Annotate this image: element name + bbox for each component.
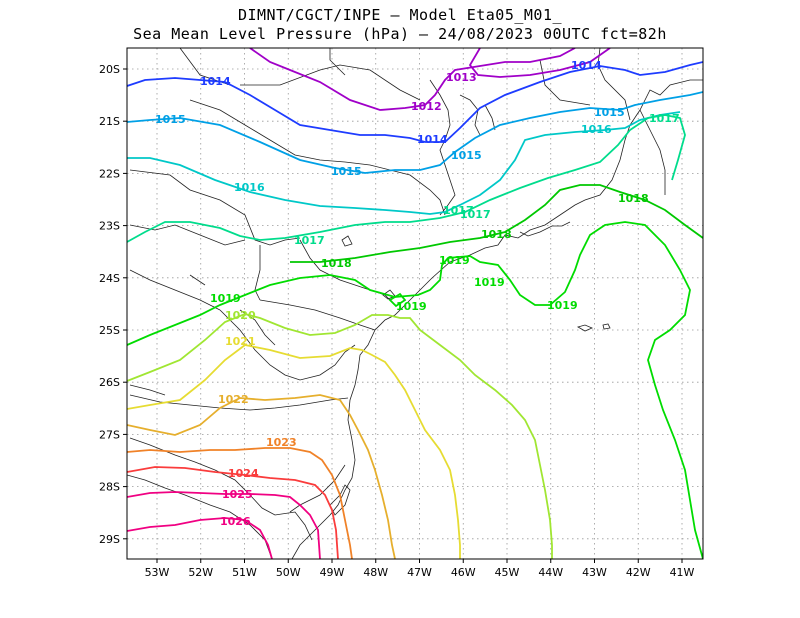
lat-tick-label: 26S: [99, 376, 120, 389]
label-1025: 1025: [222, 488, 253, 501]
label-1015: 1015: [331, 165, 362, 178]
isobar-1013: [468, 48, 611, 78]
lon-tick-label: 49W: [320, 566, 345, 579]
lat-tick-label: 29S: [99, 533, 120, 546]
isobar-1021: [127, 344, 461, 559]
isobar-1012: [249, 48, 576, 111]
axes: 20S 21S 22S 23S 24S 25S 26S 27S 28S 29S 53W 52W 51W 5…: [99, 63, 695, 579]
lat-tick-label: 21S: [99, 115, 120, 128]
label-1019: 1019: [210, 292, 241, 305]
isobar-1017: [127, 114, 686, 243]
label-1014: 1014: [417, 133, 448, 146]
label-1012: 1012: [411, 100, 442, 113]
lat-tick-label: 27S: [99, 428, 120, 441]
lon-tick-label: 44W: [538, 566, 563, 579]
label-1021: 1021: [225, 335, 256, 348]
isobar-1016: [127, 111, 681, 215]
map-subtitle: Sea Mean Level Pressure (hPa) – 24/08/20…: [133, 25, 667, 43]
label-1023: 1023: [266, 436, 297, 449]
label-1024: 1024: [228, 467, 259, 480]
label-1017: 1017: [649, 112, 680, 125]
map-frame: [126, 47, 704, 560]
label-1014: 1014: [571, 59, 602, 72]
lat-tick-label: 28S: [99, 481, 120, 494]
label-1016: 1016: [581, 123, 612, 136]
label-1019: 1019: [396, 300, 427, 313]
label-1017: 1017: [443, 204, 474, 217]
isobar-1018: [290, 184, 703, 263]
label-1018: 1018: [618, 192, 649, 205]
lat-tick-label: 23S: [99, 220, 120, 233]
lat-tick-label: 25S: [99, 324, 120, 337]
lat-tick-label: 20S: [99, 63, 120, 76]
label-1019: 1019: [439, 254, 470, 267]
isobar-1026: [127, 517, 273, 559]
lat-tick-label: 24S: [99, 272, 120, 285]
isobar-labels: 1014 1013 1014 1012 1015 1014 1015 1016 …: [155, 59, 680, 528]
map-title: DIMNT/CGCT/INPE – Model Eta05_M01_: [237, 6, 563, 24]
lat-tick-label: 22S: [99, 167, 120, 180]
label-1018: 1018: [481, 228, 512, 241]
isobar-1023: [127, 447, 353, 559]
grid-lines: [127, 48, 703, 559]
label-1017: 1017: [294, 234, 325, 247]
label-1015: 1015: [594, 106, 625, 119]
label-1019: 1019: [474, 276, 505, 289]
label-1014: 1014: [200, 75, 231, 88]
lon-tick-label: 48W: [363, 566, 388, 579]
lon-tick-label: 53W: [145, 566, 170, 579]
label-1017: 1017: [460, 208, 491, 221]
lon-tick-label: 52W: [188, 566, 213, 579]
lon-tick-label: 43W: [582, 566, 607, 579]
isobar-1020: [127, 313, 553, 559]
label-1019: 1019: [547, 299, 578, 312]
lon-tick-label: 45W: [495, 566, 520, 579]
lon-tick-label: 50W: [276, 566, 301, 579]
lon-tick-label: 42W: [626, 566, 651, 579]
lon-tick-label: 51W: [232, 566, 257, 579]
label-1015: 1015: [451, 149, 482, 162]
coastline-and-borders: [127, 48, 703, 559]
isobar-1024: [127, 466, 339, 559]
label-1020: 1020: [225, 309, 256, 322]
label-1013: 1013: [446, 71, 477, 84]
label-1015: 1015: [155, 113, 186, 126]
label-1022: 1022: [218, 393, 249, 406]
isobars: [127, 48, 703, 559]
label-1018: 1018: [321, 257, 352, 270]
lon-tick-label: 41W: [670, 566, 695, 579]
isobar-1022: [127, 394, 396, 559]
lon-tick-label: 46W: [451, 566, 476, 579]
isobar-1019-loop: [388, 292, 407, 308]
isobar-1025: [127, 491, 321, 559]
lon-tick-label: 47W: [407, 566, 432, 579]
isobar-1014-west: [127, 61, 703, 143]
isobar-1015-north: [127, 91, 703, 174]
label-1016: 1016: [234, 181, 265, 194]
isobar-1019: [127, 221, 703, 559]
label-1026: 1026: [220, 515, 251, 528]
